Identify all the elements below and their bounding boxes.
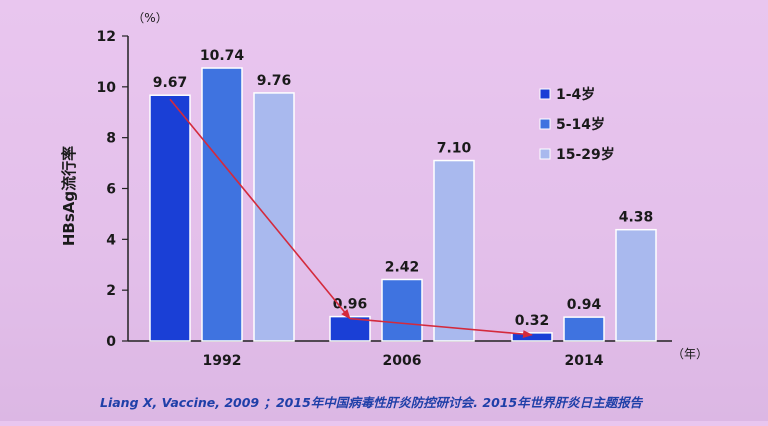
bar [149,94,191,342]
y-tick-label: 0 [106,334,116,350]
y-tick-label: 10 [97,80,117,96]
y-tick-label: 8 [106,131,116,147]
bar [615,228,657,342]
x-axis-unit: （年） [672,347,708,361]
y-tick-label: 6 [106,182,116,198]
trend-arrow [169,98,351,320]
y-tick-label: 4 [106,232,116,248]
citation: Liang X, Vaccine, 2009 ；2015年中国病毒性肝炎防控研讨… [100,395,644,410]
x-tick-label: 2014 [565,353,604,369]
bar-value-label: 9.67 [153,75,188,91]
bar-value-label: 0.32 [515,313,550,329]
legend-swatch [539,148,551,160]
legend-label: 1-4岁 [556,86,595,103]
legend-swatch [539,118,551,130]
bar-value-label: 10.74 [200,48,245,64]
bar-value-label: 2.42 [385,259,420,275]
x-tick-label: 2006 [383,353,422,369]
bar [381,278,423,342]
bar-value-label: 7.10 [437,141,472,157]
y-axis-label: HBsAg流行率 [60,146,78,246]
legend-label: 15-29岁 [556,146,615,163]
legend-label: 5-14岁 [556,116,605,133]
y-tick-label: 2 [106,283,116,299]
bar [433,159,475,342]
bar [201,67,243,342]
bar [253,92,295,342]
legend-swatch [539,88,551,100]
y-tick-label: 12 [97,29,116,45]
trend-arrow [349,317,533,339]
x-tick-label: 1992 [203,353,242,369]
bar-value-label: 0.94 [567,297,602,313]
bar-value-label: 4.38 [619,210,654,226]
bar [563,316,605,342]
bar-value-label: 9.76 [257,73,292,89]
y-axis-unit: （%） [132,11,167,25]
